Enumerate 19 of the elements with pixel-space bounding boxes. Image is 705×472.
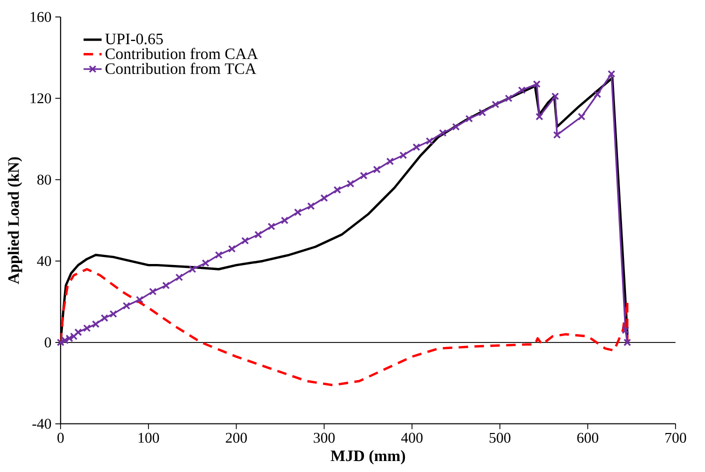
- x-tick-label: 500: [490, 432, 510, 443]
- x-tick-label: 100: [138, 432, 159, 443]
- y-tick-label: 160: [30, 12, 52, 22]
- x-tick-label: 600: [577, 432, 598, 443]
- legend-label: UPI-0.65: [105, 34, 163, 44]
- x-tick-label: 0: [57, 432, 64, 443]
- y-tick-label: 80: [37, 174, 52, 185]
- x-axis-title: MJD (mm): [330, 450, 406, 464]
- legend-label: Contribution from CAA: [106, 48, 258, 60]
- y-tick-label: 0: [44, 337, 52, 348]
- y-tick-label: 120: [30, 93, 52, 104]
- y-tick-label: 40: [37, 256, 52, 266]
- x-tick-label: 700: [665, 432, 686, 443]
- y-axis-title: Applied Load (kN): [8, 157, 22, 284]
- x-tick-label: 300: [314, 432, 335, 443]
- x-tick-label: 200: [226, 432, 247, 443]
- x-tick-label: 400: [401, 432, 423, 443]
- y-tick-label: -40: [32, 418, 52, 429]
- legend-label: Contribution from TCA: [106, 62, 256, 74]
